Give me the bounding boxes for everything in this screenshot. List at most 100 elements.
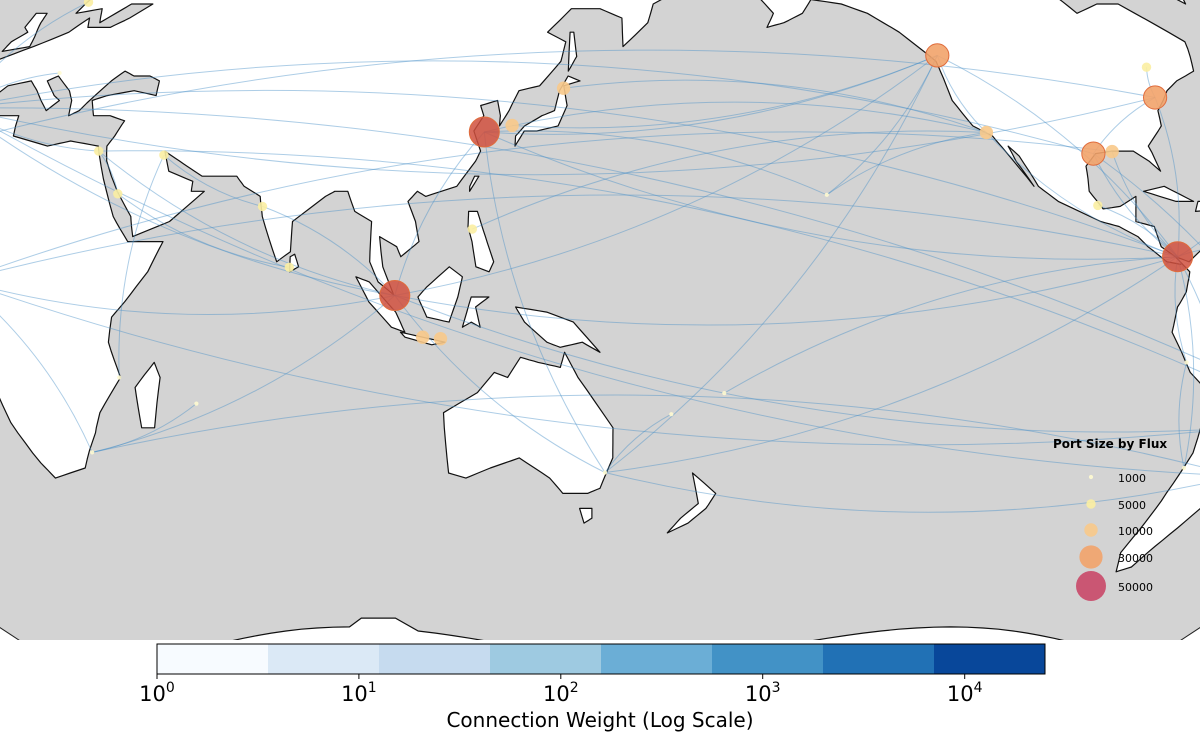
landmasses xyxy=(0,0,1200,640)
ports xyxy=(57,0,1194,475)
shipping-route xyxy=(484,54,938,135)
shipping-route xyxy=(0,97,1156,176)
shipping-route xyxy=(98,150,395,296)
sulawesi xyxy=(461,296,490,328)
port-marker xyxy=(556,81,571,95)
legend-label: 10000 xyxy=(1118,525,1153,538)
colorbar-label: Connection Weight (Log Scale) xyxy=(446,708,754,732)
shipping-route xyxy=(394,55,938,296)
legend-label: 5000 xyxy=(1118,499,1146,512)
shipping-route xyxy=(117,193,290,268)
madagascar xyxy=(134,361,161,429)
shipping-route xyxy=(484,130,828,196)
port-marker xyxy=(94,146,104,156)
port-marker xyxy=(1143,85,1168,110)
shipping-route xyxy=(604,55,938,473)
colorbar-segment xyxy=(490,644,602,674)
shipping-route xyxy=(1177,256,1200,477)
colorbar-tick-label: 102 xyxy=(542,680,579,706)
eurasia-west xyxy=(0,0,701,296)
shipping-route xyxy=(92,394,1200,477)
colorbar-tick-label: 104 xyxy=(946,680,983,706)
shipping-route xyxy=(472,130,987,230)
shipping-route xyxy=(826,55,938,196)
port-marker xyxy=(979,125,994,140)
shipping-route xyxy=(563,79,987,133)
port-marker xyxy=(113,189,123,199)
port-marker xyxy=(257,201,268,212)
shipping-route xyxy=(0,89,1178,258)
shipping-route xyxy=(262,205,396,296)
port-marker xyxy=(468,116,500,148)
colorbar-frame xyxy=(156,643,1046,675)
port-marker xyxy=(194,401,199,406)
south-america xyxy=(1115,241,1200,573)
britain xyxy=(1,12,48,52)
sakhalin xyxy=(567,31,578,72)
shipping-route xyxy=(826,132,987,196)
port-marker xyxy=(467,224,477,234)
colorbar-segment xyxy=(268,644,380,674)
legend-marker xyxy=(1076,571,1106,601)
shipping-route xyxy=(0,280,93,453)
borneo xyxy=(417,266,463,323)
shipping-route xyxy=(92,295,396,453)
shipping-route xyxy=(0,72,60,109)
port-marker xyxy=(1093,200,1103,211)
shipping-route xyxy=(937,54,1179,257)
port-marker xyxy=(602,470,608,475)
shipping-route xyxy=(484,101,987,133)
shipping-route xyxy=(604,413,672,473)
shipping-route xyxy=(1154,97,1180,257)
port-marker xyxy=(57,70,62,76)
shipping-route xyxy=(0,194,1178,281)
tasmania xyxy=(579,507,593,524)
shipping-route xyxy=(0,60,1094,155)
legend-marker xyxy=(1084,523,1098,537)
port-marker xyxy=(159,150,169,160)
colorbar-segment xyxy=(601,644,713,674)
port-marker xyxy=(1184,360,1189,365)
shipping-route xyxy=(0,279,1200,446)
africa xyxy=(0,115,164,479)
colorbar-tick-label: 100 xyxy=(139,680,175,706)
shipping-route xyxy=(98,150,1200,423)
sumatra xyxy=(355,276,406,333)
shipping-route xyxy=(0,107,395,296)
shipping-route xyxy=(483,131,606,473)
colorbar xyxy=(156,643,1046,679)
legend-marker xyxy=(1086,499,1096,509)
port-marker xyxy=(925,43,950,68)
shipping-route xyxy=(986,132,1178,258)
port-marker xyxy=(505,118,519,133)
port-marker xyxy=(669,412,674,417)
world-map xyxy=(0,0,1200,640)
port-marker xyxy=(1081,141,1106,166)
port-marker xyxy=(117,375,122,380)
shipping-route xyxy=(0,107,1200,477)
legend-markers xyxy=(1076,474,1106,601)
new-guinea xyxy=(515,306,601,353)
shipping-route xyxy=(0,279,395,315)
australia xyxy=(442,351,614,494)
colorbar-tick-label: 101 xyxy=(341,680,377,706)
colorbar-segment xyxy=(157,644,269,674)
port-marker xyxy=(1105,144,1119,159)
new-zealand xyxy=(666,472,717,534)
port-marker xyxy=(379,280,411,311)
shipping-route xyxy=(604,256,1178,473)
port-marker xyxy=(1162,241,1194,273)
shipping-route xyxy=(512,54,938,129)
legend-label: 1000 xyxy=(1118,472,1146,485)
shipping-route xyxy=(1178,362,1188,469)
port-marker xyxy=(1181,465,1187,471)
shipping-route xyxy=(1177,256,1195,469)
colorbar-segment xyxy=(379,644,491,674)
antarctica xyxy=(50,617,1152,640)
colorbar-segment xyxy=(823,644,935,674)
shipping-route xyxy=(394,131,485,296)
shipping-route xyxy=(394,256,1178,326)
port-marker xyxy=(1141,62,1152,72)
colorbar-segment xyxy=(934,644,1046,674)
shipping-route xyxy=(163,154,263,207)
